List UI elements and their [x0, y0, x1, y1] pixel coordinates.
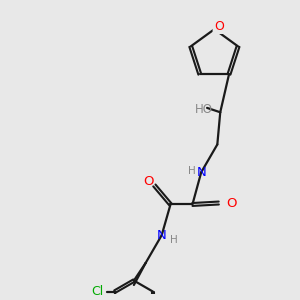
- Text: O: O: [214, 20, 224, 33]
- Text: N: N: [157, 229, 166, 242]
- Text: N: N: [196, 166, 206, 179]
- Text: H: H: [170, 236, 178, 245]
- Text: O: O: [143, 175, 154, 188]
- Text: O: O: [226, 196, 237, 209]
- Text: Cl: Cl: [91, 285, 103, 298]
- Text: H: H: [188, 166, 196, 176]
- Text: HO: HO: [195, 103, 213, 116]
